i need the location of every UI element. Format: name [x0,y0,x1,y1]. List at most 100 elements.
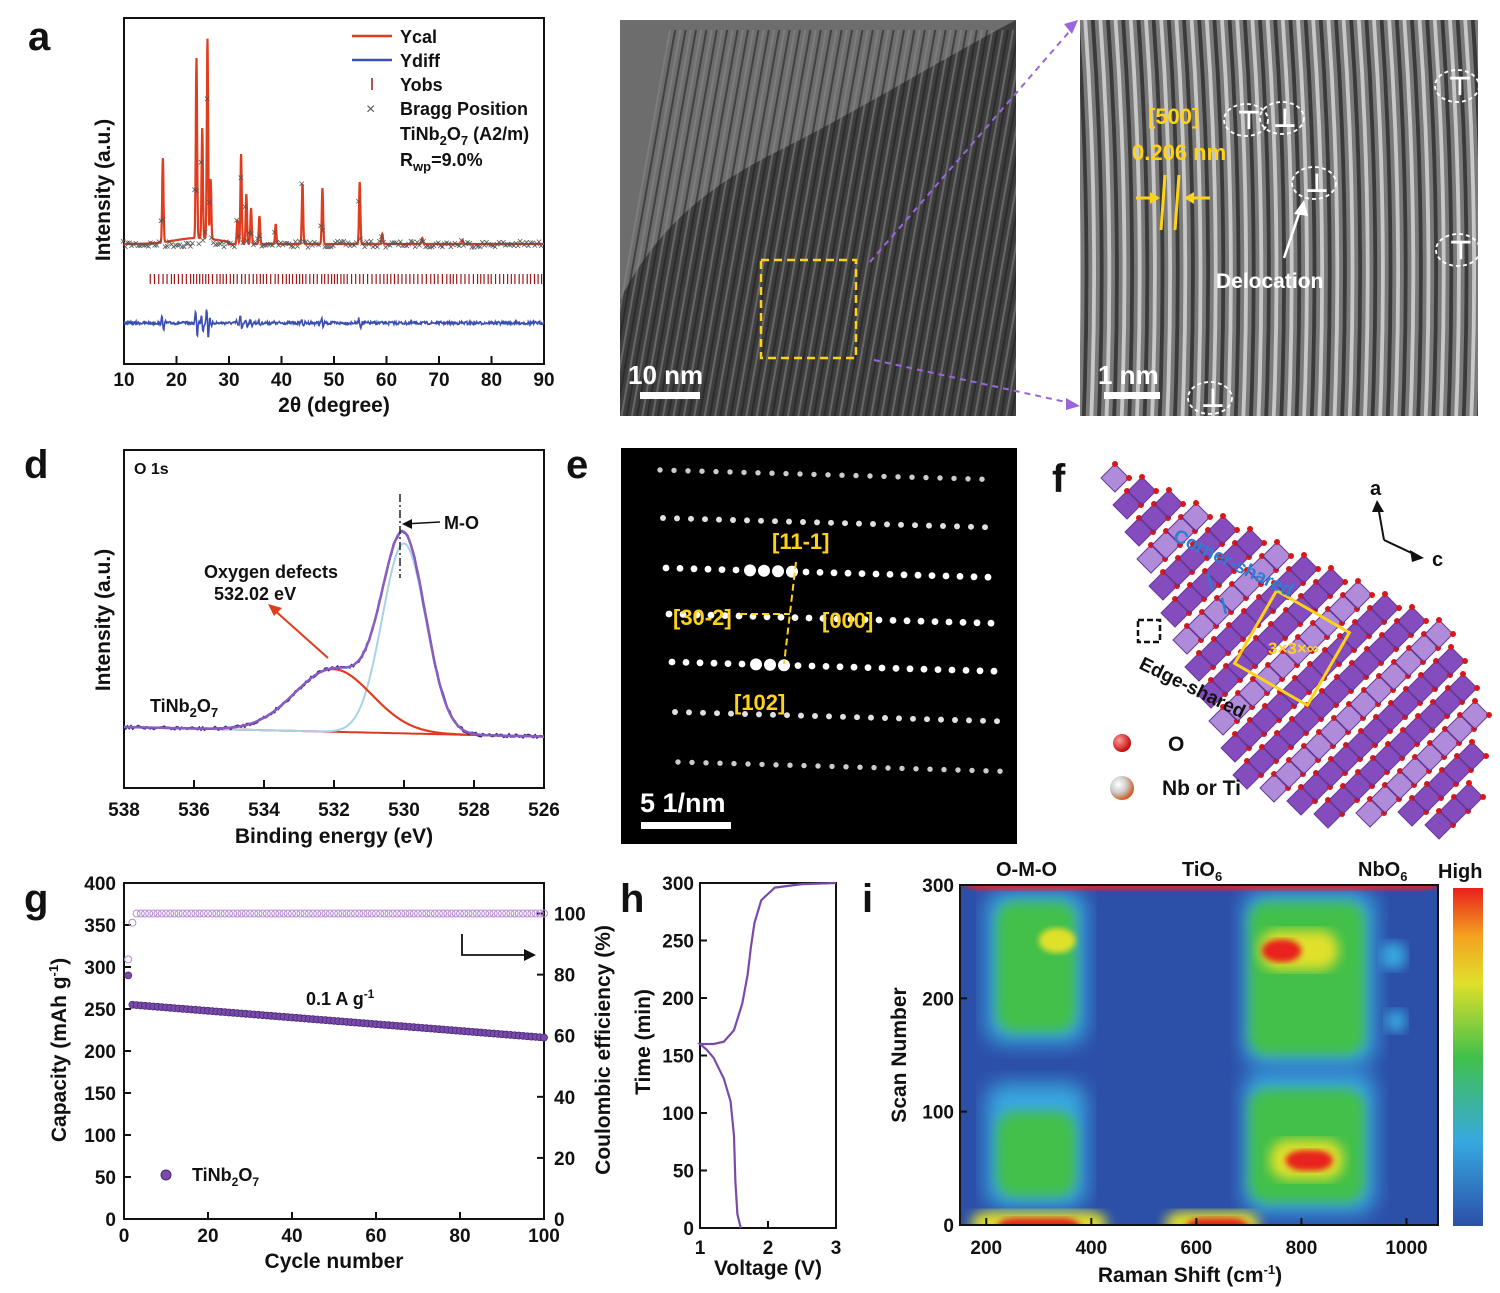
observed-point: × [538,241,544,253]
delocation-arrowhead [1294,200,1308,216]
octahedron [1355,798,1385,828]
octahedron [1205,556,1235,586]
observed-point: × [376,236,382,248]
y-axis-label-h: Time (min) [632,989,655,1095]
observed-point: × [181,241,187,253]
diffraction-spot [912,522,918,529]
diffraction-spot [657,467,663,473]
y-tick-label-h: 250 [662,932,694,953]
y-tick-label-g: 350 [84,916,116,937]
fringe-line [724,29,796,416]
spot-label-102: [102] [734,690,785,715]
observed-point: × [525,240,531,252]
panel-label-a: a [28,15,51,59]
efficiency-point [199,909,208,918]
fringe-line [734,29,807,416]
oxygen-atom [1322,647,1328,653]
fringe-line [870,29,942,416]
direction-label: [500] [1148,104,1199,129]
diffraction-spot [844,569,852,577]
diffraction-spot [842,520,848,527]
oxygen-atom [1259,744,1265,750]
fringe-line [760,29,833,416]
observed-point: × [296,236,302,248]
green-region [996,902,1076,1033]
efficiency-point [477,909,485,918]
band-label-nbo6: NbO6 [1358,859,1407,884]
diffraction-spot [941,766,947,773]
efficiency-point [346,909,355,918]
fringe-line [740,29,812,416]
fringe-line [667,29,739,416]
octahedron [1271,609,1301,639]
green-region [996,1111,1076,1197]
legend-bragg-symbol: × [366,101,375,118]
observed-point: × [374,242,380,254]
diffraction-spot [875,616,883,624]
defect-pointer [271,607,329,659]
y-tick-label-g-right: 80 [554,966,575,987]
oxygen-atom [1364,646,1370,652]
fringe-line [994,298,1016,416]
observed-point: × [488,239,494,251]
octahedron [1262,732,1292,762]
diffraction-spot [826,713,832,720]
diffraction-spot [910,715,916,722]
diffraction-spot [662,564,670,572]
fringe-line [922,29,994,416]
diffraction-spot [983,768,989,774]
panel-b-tem: 10 nm [620,20,1016,416]
diffraction-spot [840,713,846,720]
band-label-tio6: TiO6 [1182,859,1222,884]
panel-f-structure: 3×3×∞ Corner-shared Edge-shared a c O Nb… [1100,461,1492,840]
diffraction-spot [854,714,860,721]
fringe-stripe [1106,20,1119,416]
oxygen-atom [1325,797,1331,803]
oxygen-atom [1247,526,1253,532]
capacity-points [124,971,548,1042]
x-tick-label-g: 0 [119,1226,130,1247]
oxygen-atom [1247,717,1253,723]
x-tick-label-h: 2 [763,1238,774,1259]
observed-point: × [454,240,460,252]
observed-point: × [158,216,164,228]
efficiency-point [229,909,238,918]
x-tick-label-i: 800 [1286,1238,1318,1259]
oxygen-atom [1126,475,1132,481]
efficiency-point [401,909,410,918]
oxygen-atom [1178,514,1184,520]
octahedron [1193,529,1223,559]
oxygen-atom [1193,500,1199,506]
observed-point: × [204,93,210,105]
spot-guide-line [783,561,797,665]
diffraction-spot [938,716,944,723]
oxygen-atom [1340,783,1346,789]
octahedron [1448,673,1478,703]
observed-point: × [305,242,311,254]
diffraction-spot [976,667,984,675]
diffraction-spot [847,615,855,623]
diffraction-spot [822,663,830,670]
observed-point: × [532,240,538,252]
fringe-line [771,29,843,416]
fringe-stripe [1080,27,1089,416]
efficiency-point [128,918,137,927]
observed-point: × [233,215,239,227]
fringe-line [812,29,885,416]
fringe-stripe [1090,20,1104,416]
oxygen-atom [1253,635,1259,641]
fringe-stripe [1470,20,1478,416]
diffraction-spot [763,613,771,621]
oxygen-atom [1430,699,1436,705]
octahedron [1283,636,1313,666]
oxygen-atom [1220,513,1226,519]
diffraction-spot [731,760,737,767]
x-axis-label-g: Cycle number [265,1250,404,1273]
y-tick-label-g: 100 [84,1126,116,1147]
fringe-line [802,29,874,416]
fringe-stripe [1410,20,1423,416]
octahedron [1208,515,1238,545]
oxygen-atom [1409,604,1415,610]
observed-point: × [496,237,502,249]
bragg-positions [149,274,543,284]
